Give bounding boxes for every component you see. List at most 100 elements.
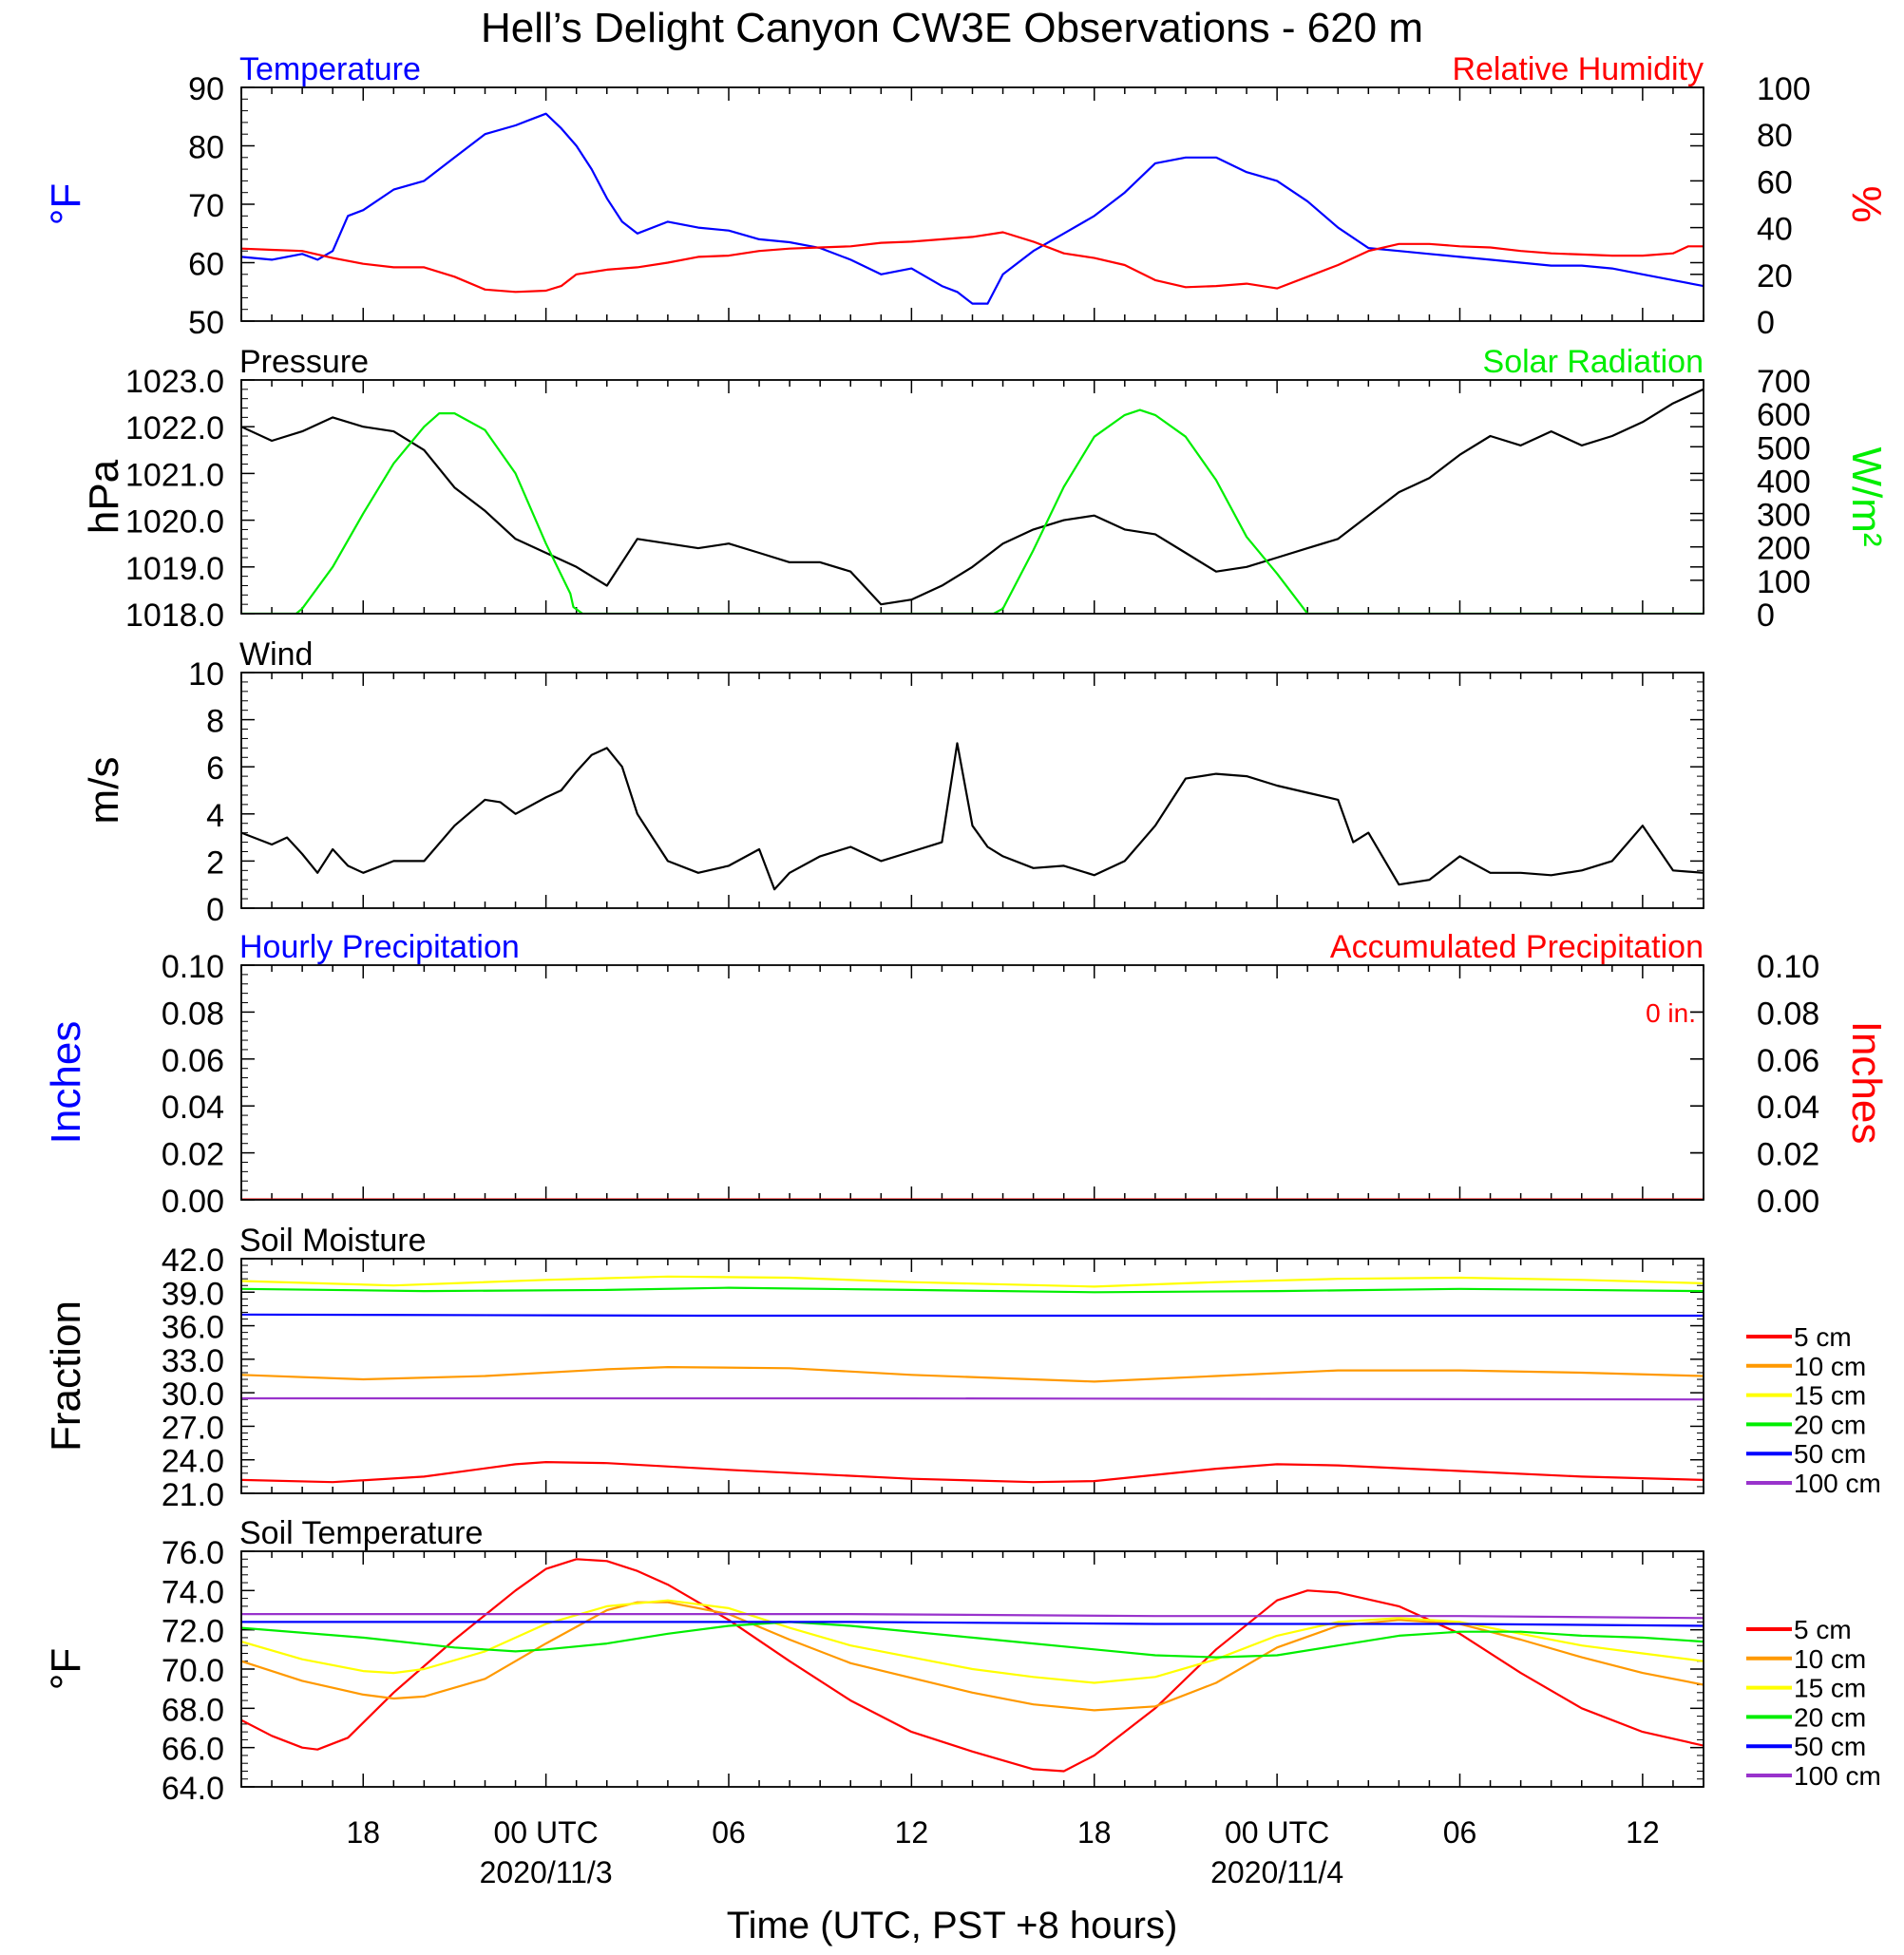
legend-label-50-cm: 50 cm [1794,1732,1866,1761]
series-group [241,1275,1704,1484]
series-group [241,388,1704,614]
legend-label-20-cm: 20 cm [1794,1702,1866,1732]
x-axis: 18 00 UTC 2020/11/3 06 12 18 00 UTC 2020/11/4 06… [346,1815,1659,1889]
x-date-label: 2020/11/3 [480,1855,613,1889]
y-axis-label: hPa [81,459,127,534]
series-line-left-black [241,742,1704,891]
x-tick-label: 18 [346,1815,380,1850]
x-axis-label: Time (UTC, PST +8 hours) [727,1905,1178,1946]
series-group [241,1558,1704,1773]
panel-wind: 0 2 4 6 8 10 Wind m/s [81,636,1704,928]
series-group [241,742,1704,891]
figure-title: Hell’s Delight Canyon CW3E Observations … [481,5,1423,51]
legend-label-15-cm: 15 cm [1794,1674,1866,1703]
x-tick-label: 00 UTC [494,1815,599,1850]
series-group [241,112,1704,305]
series-line-100-cm [241,1612,1704,1620]
y-tick-label: 76.0 [162,1535,224,1571]
legend-label-10-cm: 10 cm [1794,1352,1866,1381]
legend-label-5-cm: 5 cm [1794,1322,1852,1352]
y-tick-label: 0.00 [162,1184,224,1220]
x-tick-label: 12 [895,1815,929,1850]
y-tick-label: 30.0 [162,1376,224,1413]
y-tick-label: 72.0 [162,1614,224,1650]
series-line-10-cm [241,1365,1704,1383]
accumulated-value: 0 in. [1646,998,1696,1028]
y-tick-label: 66.0 [162,1732,224,1768]
panel-title-left: Hourly Precipitation [239,929,520,965]
y-right-tick-label: 0 [1757,598,1775,634]
legend-label-50-cm: 50 cm [1794,1439,1866,1469]
x-tick-label: 06 [1443,1815,1477,1850]
x-tick-label: 18 [1077,1815,1112,1850]
y-tick-label: 4 [206,798,224,834]
x-tick-label: 00 UTC [1225,1815,1329,1850]
y-right-tick-label: 60 [1757,164,1793,200]
series-line-50-cm [241,1313,1704,1318]
series-line-right-red [241,231,1704,294]
y-right-tick-label: 0 [1757,305,1775,341]
panel-title-left: Pressure [239,344,369,380]
y-tick-label: 27.0 [162,1410,224,1446]
y-right-tick-label: 500 [1757,430,1811,466]
series-line-left-black [241,388,1704,606]
panel-soil_moist: 21.024.027.030.033.036.039.042.0 Soil Moi… [43,1223,1881,1513]
y-axis-right-label: % [1843,185,1890,222]
y-tick-label: 68.0 [162,1692,224,1728]
y-tick-label: 1018.0 [125,598,224,634]
y-right-tick-label: 400 [1757,464,1811,500]
legend-label-15-cm: 15 cm [1794,1381,1866,1411]
series-line-15-cm [241,1275,1704,1288]
y-tick-label: 70.0 [162,1653,224,1689]
plot-frame [240,379,1704,615]
y-axis-right-label: Inches [1843,1021,1890,1145]
y-right-tick-label: 0.06 [1757,1043,1819,1079]
y-tick-label: 1022.0 [125,410,224,446]
y-axis-label: Fraction [43,1300,89,1452]
y-right-tick-label: 100 [1757,564,1811,600]
y-tick-label: 0 [206,892,224,928]
plot-frame [240,964,1704,1201]
y-tick-label: 80 [188,130,224,166]
y-tick-label: 74.0 [162,1574,224,1610]
series-line-10-cm [241,1601,1704,1712]
plot-frame [240,672,1704,909]
legend-label-5-cm: 5 cm [1794,1615,1852,1644]
series-line-20-cm [241,1286,1704,1294]
y-tick-label: 0.02 [162,1137,224,1173]
y-tick-label: 1021.0 [125,457,224,493]
panel-title-right: Relative Humidity [1452,51,1704,87]
y-tick-label: 50 [188,305,224,341]
y-right-tick-label: 0.02 [1757,1137,1819,1173]
plot-frame [240,1258,1704,1494]
y-tick-label: 33.0 [162,1343,224,1379]
y-right-tick-label: 600 [1757,397,1811,433]
y-right-tick-label: 20 [1757,258,1793,294]
y-tick-label: 70 [188,188,224,224]
y-tick-label: 2 [206,845,224,881]
y-tick-label: 8 [206,704,224,740]
series-line-right-green [241,408,1704,614]
y-axis-label: °F [43,1648,89,1690]
y-right-tick-label: 40 [1757,212,1793,248]
series-line-5-cm [241,1460,1704,1484]
series-line-20-cm [241,1621,1704,1659]
plot-frame [240,1550,1704,1788]
panel-title-left: Wind [239,636,313,673]
legend-label-20-cm: 20 cm [1794,1410,1866,1439]
y-tick-label: 0.04 [162,1090,224,1126]
y-tick-label: 39.0 [162,1276,224,1312]
legend-label-100-cm: 100 cm [1794,1761,1881,1791]
panel-title-left: Soil Temperature [239,1515,483,1551]
y-right-tick-label: 80 [1757,118,1793,154]
legend-label-100-cm: 100 cm [1794,1469,1881,1498]
panel-title-left: Temperature [239,51,421,87]
y-right-tick-label: 0.08 [1757,996,1819,1032]
y-tick-label: 36.0 [162,1310,224,1346]
y-tick-label: 0.10 [162,949,224,985]
panel-precip: 0.00 0.02 0.04 0.06 0.08 0.10 0.00 0.02 0.04 0.06… [43,929,1890,1220]
y-tick-label: 0.08 [162,996,224,1032]
y-right-tick-label: 300 [1757,498,1811,534]
series-line-50-cm [241,1621,1704,1627]
